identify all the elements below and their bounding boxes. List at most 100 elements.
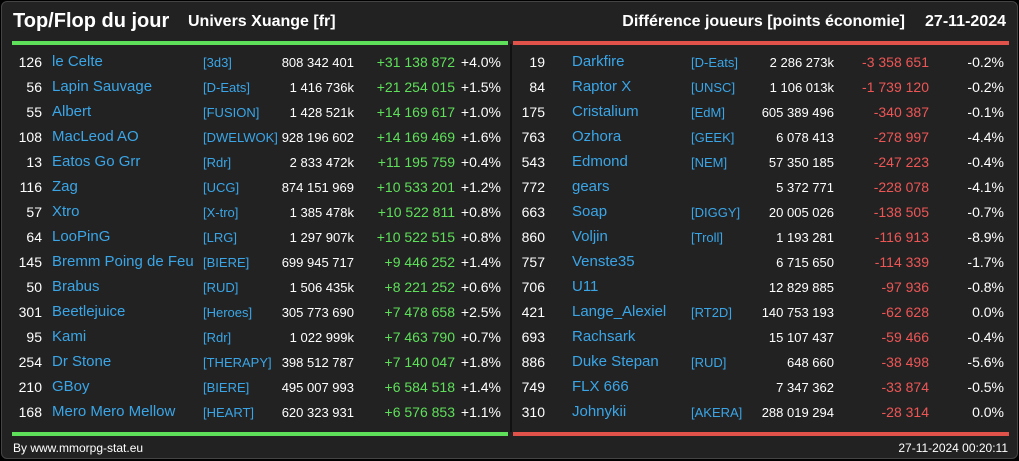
percent-change-cell: -0.2% [967,79,1004,95]
percent-change-cell: +0.8% [460,204,501,220]
player-name-link[interactable]: Ozhora [572,128,622,145]
rank-cell: 126 [18,54,42,70]
alliance-tag-link[interactable]: [DIGGY] [691,205,741,220]
alliance-tag-link[interactable]: [AKERA] [691,405,743,420]
alliance-tag-link[interactable]: [FUSION] [203,105,260,120]
player-name-link[interactable]: Beetlejuice [52,303,126,320]
alliance-tag-link[interactable]: [D-Eats] [203,80,250,95]
points-total-cell: 648 660 [787,355,834,370]
alliance-tag-link[interactable]: [Troll] [691,230,724,245]
alliance-tag-link[interactable]: [Rdr] [203,330,232,345]
points-total-cell: 605 389 496 [761,105,834,120]
player-name-link[interactable]: Darkfire [572,53,625,70]
table-row: 57 Xtro [X-tro] 1 385 478k +10 522 811 +0.8% [2,200,510,225]
points-diff-cell: -59 466 [881,329,929,345]
player-name-link[interactable]: Albert [52,103,92,120]
alliance-tag-link[interactable]: [RT2D] [691,305,732,320]
points-total-cell: 1 193 281 [776,230,834,245]
player-name-link[interactable]: Eatos Go Grr [52,153,141,170]
player-name-link[interactable]: Raptor X [572,78,632,95]
alliance-tag-link[interactable]: [GEEK] [691,130,735,145]
alliance-tag-link[interactable]: [Rdr] [203,155,232,170]
player-name-link[interactable]: Brabus [52,278,100,295]
player-name-link[interactable]: Zag [52,178,78,195]
alliance-tag-link[interactable]: [DWELWOK] [203,130,278,145]
alliance-tag-link[interactable]: [D-Eats] [691,55,738,70]
points-total-cell: 288 019 294 [761,405,834,420]
alliance-tag-link[interactable]: [RUD] [691,355,727,370]
date-label: 27-11-2024 [925,13,1006,30]
points-diff-cell: -38 498 [881,354,929,370]
player-name-link[interactable]: Venste35 [572,253,635,270]
alliance-tag-link[interactable]: [Heroes] [203,305,253,320]
player-name-link[interactable]: Edmond [572,153,628,170]
player-name-link[interactable]: Mero Mero Mellow [52,403,176,420]
rank-cell: 108 [18,129,42,145]
table-row: 860 Voljin [Troll] 1 193 281 -116 913 -8.9% [512,225,1017,250]
player-name-link[interactable]: Johnykii [572,403,627,420]
alliance-tag-link[interactable]: [HEART] [203,405,255,420]
points-diff-cell: +7 463 790 [384,329,455,345]
table-row: 64 LooPinG [LRG] 1 297 907k +10 522 515 +0.8% [2,225,510,250]
player-name-link[interactable]: LooPinG [52,228,111,245]
player-name-link[interactable]: gears [572,178,610,195]
points-total-cell: 12 829 885 [768,280,834,295]
player-name-link[interactable]: Rachsark [572,328,636,345]
alliance-tag-link[interactable]: [UCG] [203,180,240,195]
alliance-tag-link[interactable]: [UNSC] [691,80,736,95]
player-name-link[interactable]: FLX 666 [572,378,629,395]
page-title: Top/Flop du jour [13,10,170,32]
percent-change-cell: -0.7% [967,204,1004,220]
alliance-tag-link[interactable]: [3d3] [203,55,232,70]
table-row: 663 Soap [DIGGY] 20 005 026 -138 505 -0.7% [512,200,1017,225]
table-row: 145 Bremm Poing de Feu [BIERE] 699 945 717 +… [2,250,510,275]
player-name-link[interactable]: Dr Stone [52,353,112,370]
rank-cell: 168 [18,404,42,420]
player-name-link[interactable]: Voljin [572,228,608,245]
player-name-link[interactable]: Soap [572,203,608,220]
points-total-cell: 2 286 273k [769,55,834,70]
top-gainers-table: 126 le Celte [3d3] 808 342 401 +31 138 872 +4… [2,50,510,425]
points-diff-cell: -138 505 [873,204,929,220]
points-total-cell: 699 945 717 [281,255,354,270]
alliance-tag-link[interactable]: [BIERE] [203,255,250,270]
alliance-tag-link[interactable]: [THERAPY] [203,355,272,370]
player-name-link[interactable]: MacLeod AO [52,128,139,145]
percent-change-cell: -4.1% [967,179,1004,195]
player-name-link[interactable]: Duke Stepan [572,353,659,370]
player-name-link[interactable]: Kami [52,328,87,345]
alliance-tag-link[interactable]: [EdM] [691,105,725,120]
player-name-link[interactable]: Bremm Poing de Feu [52,253,194,270]
rank-cell: 145 [18,254,42,270]
player-name-link[interactable]: U11 [572,278,599,295]
percent-change-cell: +1.1% [460,404,501,420]
player-name-link[interactable]: Lapin Sauvage [52,78,153,95]
points-total-cell: 140 753 193 [761,305,834,320]
alliance-tag-link[interactable]: [RUD] [203,280,239,295]
alliance-tag-link[interactable]: [NEM] [691,155,728,170]
top-losers-table: 19 Darkfire [D-Eats] 2 286 273k -3 358 651 -0… [512,50,1017,425]
points-total-cell: 928 196 602 [281,130,354,145]
rank-cell: 763 [521,129,545,145]
alliance-tag-link[interactable]: [LRG] [203,230,237,245]
alliance-tag-link[interactable]: [BIERE] [203,380,250,395]
points-total-cell: 5 372 771 [776,180,834,195]
percent-change-cell: +4.0% [460,54,501,70]
points-diff-cell: +31 138 872 [376,54,455,70]
player-name-link[interactable]: Cristalium [572,103,639,120]
player-name-link[interactable]: le Celte [52,53,103,70]
points-diff-cell: -97 936 [881,279,929,295]
table-row: 254 Dr Stone [THERAPY] 398 512 787 +7 140 04… [2,350,510,375]
points-total-cell: 808 342 401 [281,55,354,70]
percent-change-cell: -0.1% [967,104,1004,120]
percent-change-cell: -1.7% [967,254,1004,270]
rank-cell: 301 [18,304,42,320]
player-name-link[interactable]: GBoy [52,378,90,395]
percent-change-cell: +1.6% [460,129,501,145]
points-total-cell: 1 385 478k [289,205,354,220]
rank-cell: 706 [521,279,545,295]
alliance-tag-link[interactable]: [X-tro] [203,205,239,220]
player-name-link[interactable]: Xtro [52,203,80,220]
player-name-link[interactable]: Lange_Alexiel [572,303,667,320]
